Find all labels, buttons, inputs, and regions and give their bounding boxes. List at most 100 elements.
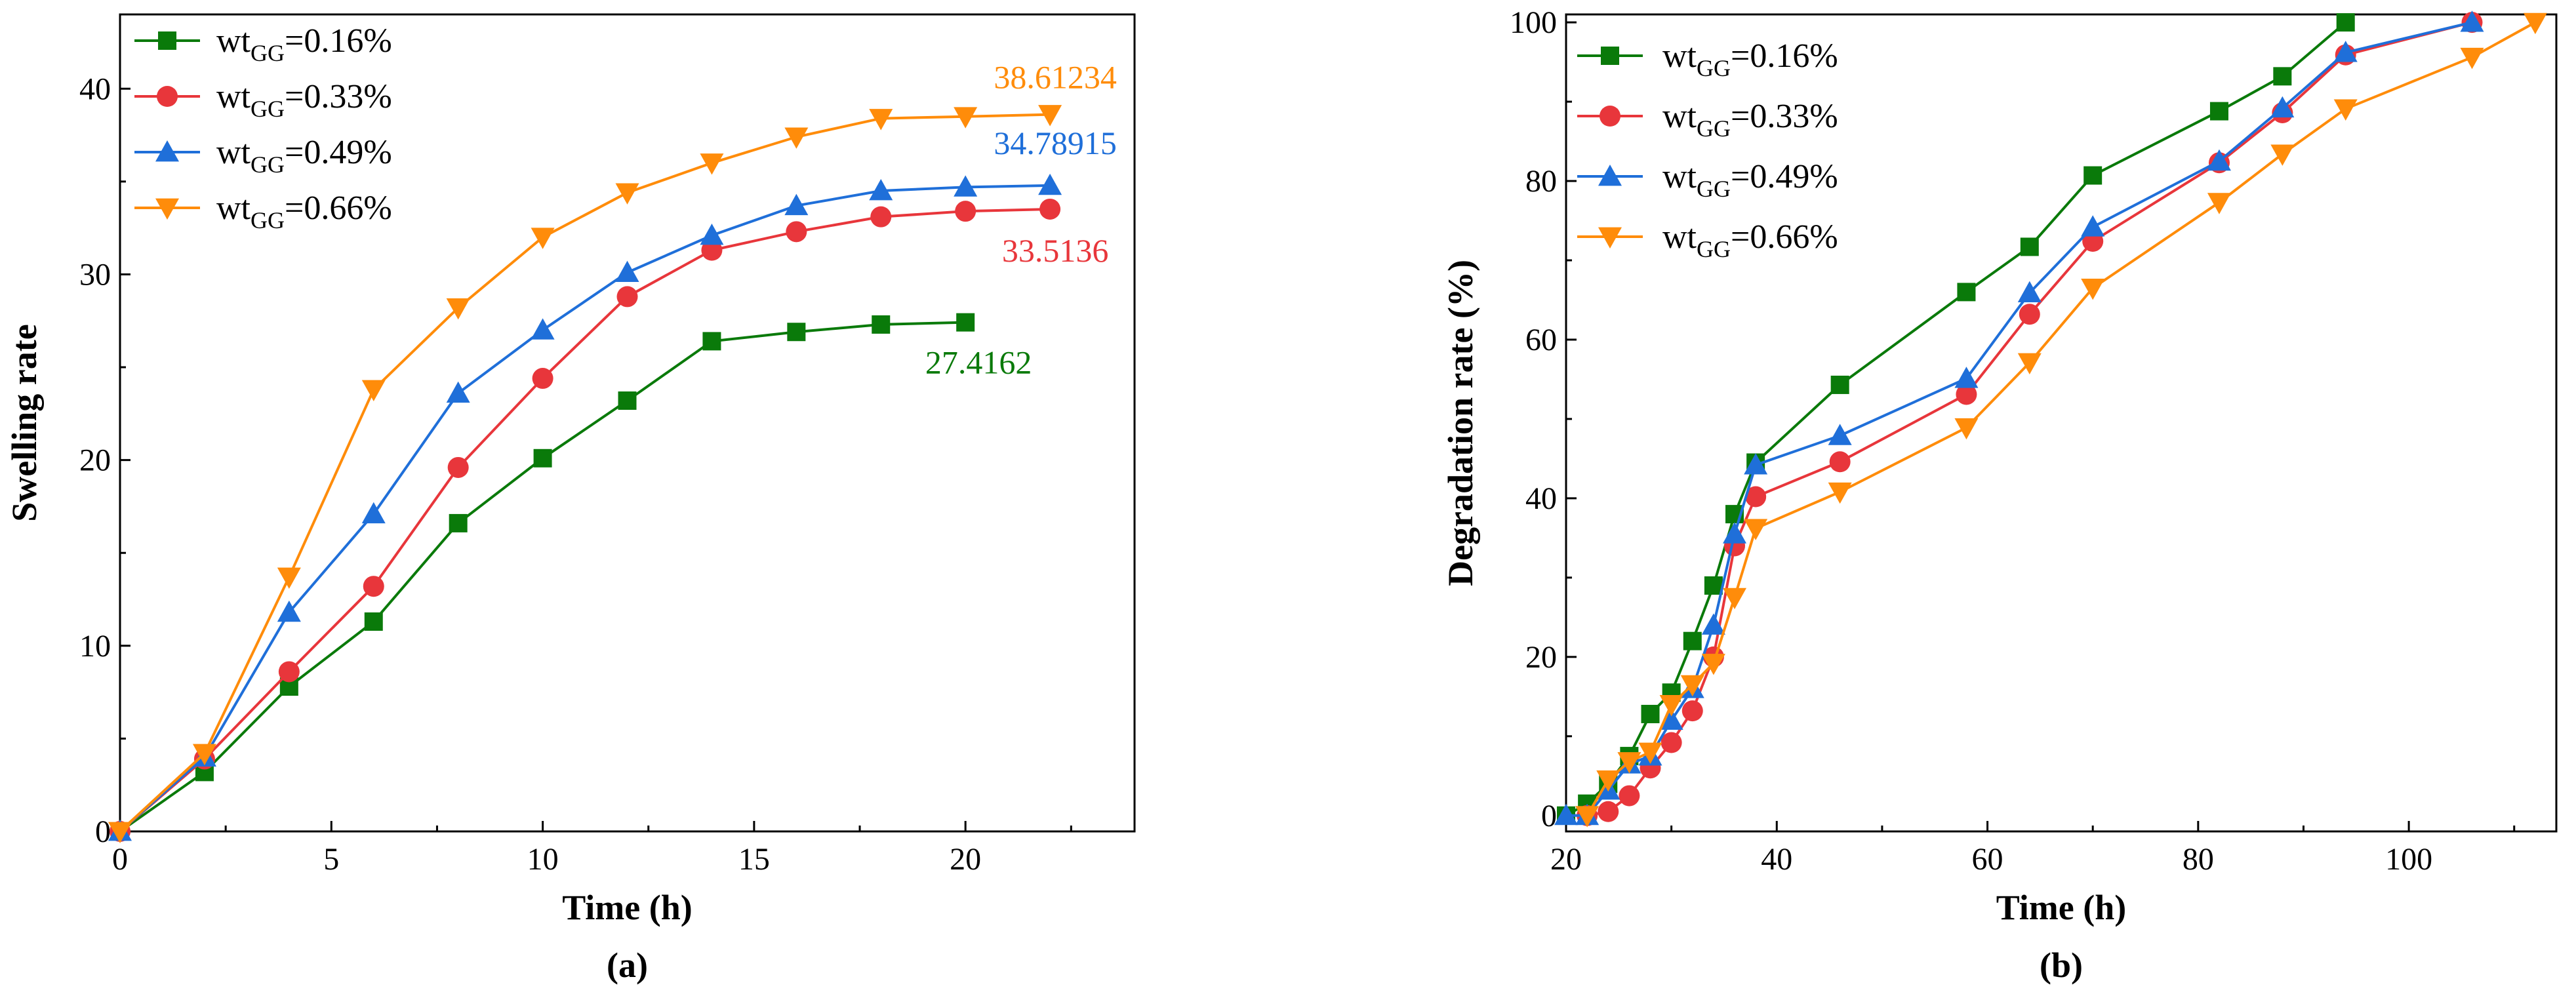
data-point xyxy=(1723,588,1747,610)
legend-marker xyxy=(1598,165,1622,186)
x-tick-label: 80 xyxy=(2183,842,2214,877)
data-point xyxy=(1554,803,1578,826)
data-point xyxy=(361,502,386,524)
data-point xyxy=(2207,193,2231,214)
series-0 xyxy=(111,313,975,841)
data-point xyxy=(956,313,975,332)
data-point xyxy=(1956,384,1977,405)
data-point xyxy=(447,456,469,478)
data-point xyxy=(1638,742,1662,765)
data-point xyxy=(1828,482,1852,504)
data-point xyxy=(1829,451,1851,473)
data-point xyxy=(2333,41,2358,62)
data-point xyxy=(449,513,468,532)
data-point xyxy=(1617,752,1641,774)
series-line xyxy=(119,113,1051,833)
series-3 xyxy=(1575,12,2547,827)
data-point xyxy=(2083,166,2103,185)
data-point xyxy=(954,107,978,129)
data-point xyxy=(1039,198,1061,220)
data-point xyxy=(870,206,892,228)
data-point xyxy=(1745,486,1767,508)
data-point xyxy=(618,391,637,410)
legend-marker xyxy=(1600,106,1620,127)
legend: wtGG=0.16% wtGG=0.33% wtGG=0.49% wtGG=0.66% xyxy=(1577,37,1838,262)
x-tick-label: 40 xyxy=(1761,842,1792,877)
data-point xyxy=(1957,283,1976,302)
data-point xyxy=(277,600,301,622)
data-point xyxy=(1744,519,1768,540)
plot-frame xyxy=(1565,13,2558,833)
data-point xyxy=(787,323,806,342)
series-3 xyxy=(108,105,1062,843)
chart-panel-b: 20 40 60 80 100 0 20 40 60 80 100 Time (h) Degradati… xyxy=(1441,5,2558,985)
data-point xyxy=(2270,144,2295,166)
legend-marker xyxy=(1601,47,1619,65)
data-point xyxy=(361,380,386,402)
data-point xyxy=(192,744,216,766)
y-tick-label: 20 xyxy=(1525,640,1557,675)
y-tick-label: 80 xyxy=(1525,164,1557,199)
legend-entry: wtGG=0.16% xyxy=(1662,37,1838,81)
x-tick-label: 5 xyxy=(323,842,339,877)
legend-marker xyxy=(155,198,179,220)
data-point xyxy=(955,201,976,222)
data-point xyxy=(1701,654,1725,675)
data-point xyxy=(1598,801,1619,822)
data-point xyxy=(2270,96,2295,118)
y-tick-label: 40 xyxy=(79,71,111,106)
data-point xyxy=(1038,173,1062,195)
data-point xyxy=(786,221,807,243)
legend: wtGG=0.16% wtGG=0.33% wtGG=0.49% wtGG=0.66% xyxy=(134,22,392,233)
data-point xyxy=(1641,704,1660,723)
series-1 xyxy=(110,198,1061,842)
data-point xyxy=(784,127,809,149)
data-point xyxy=(869,109,893,130)
x-tick-label: 10 xyxy=(527,842,559,877)
data-point xyxy=(1723,522,1747,544)
y-tick-label: 40 xyxy=(1525,481,1557,516)
x-axis-title: Time (h) xyxy=(562,888,693,927)
data-point xyxy=(1744,453,1768,475)
data-point xyxy=(446,298,470,320)
data-point xyxy=(1828,424,1852,445)
data-point xyxy=(1659,708,1683,730)
x-tick-label: 100 xyxy=(2385,842,2432,877)
series-line xyxy=(119,321,966,833)
x-tick-label: 20 xyxy=(1550,842,1582,877)
x-tick-label: 0 xyxy=(112,842,128,877)
data-point xyxy=(784,193,809,216)
y-tick-label: 0 xyxy=(95,814,111,849)
data-point xyxy=(278,661,300,683)
chart-panel-a: 0 5 10 15 20 0 10 20 30 40 Time (h) Swelling rate (a… xyxy=(5,13,1136,985)
legend-entry: wtGG=0.49% xyxy=(1662,158,1838,202)
data-point xyxy=(2273,67,2292,86)
data-point xyxy=(1596,770,1620,792)
data-point xyxy=(954,175,978,197)
x-tick-label: 15 xyxy=(738,842,770,877)
data-point xyxy=(1038,105,1062,127)
data-point xyxy=(1575,806,1600,827)
data-point xyxy=(2460,10,2484,32)
data-point xyxy=(1619,785,1640,807)
data-point xyxy=(700,153,724,175)
data-point xyxy=(2020,237,2039,256)
panel-label: (a) xyxy=(607,946,648,985)
x-tick-label: 60 xyxy=(1972,842,2003,877)
series-line xyxy=(119,207,1051,833)
data-point xyxy=(277,567,301,589)
series-line xyxy=(119,184,1051,833)
y-axis-title: Swelling rate xyxy=(5,324,44,521)
y-axis-title: Degradation rate (%) xyxy=(1441,260,1480,586)
data-label: 38.61234 xyxy=(994,59,1117,96)
data-point xyxy=(1680,675,1704,697)
data-point xyxy=(363,576,384,597)
data-point xyxy=(2017,281,2042,303)
data-point xyxy=(2081,278,2105,300)
data-point xyxy=(2336,13,2355,32)
legend-marker xyxy=(158,31,176,50)
data-point xyxy=(1660,732,1682,753)
y-tick-label: 60 xyxy=(1525,323,1557,357)
data-point xyxy=(2333,99,2358,121)
